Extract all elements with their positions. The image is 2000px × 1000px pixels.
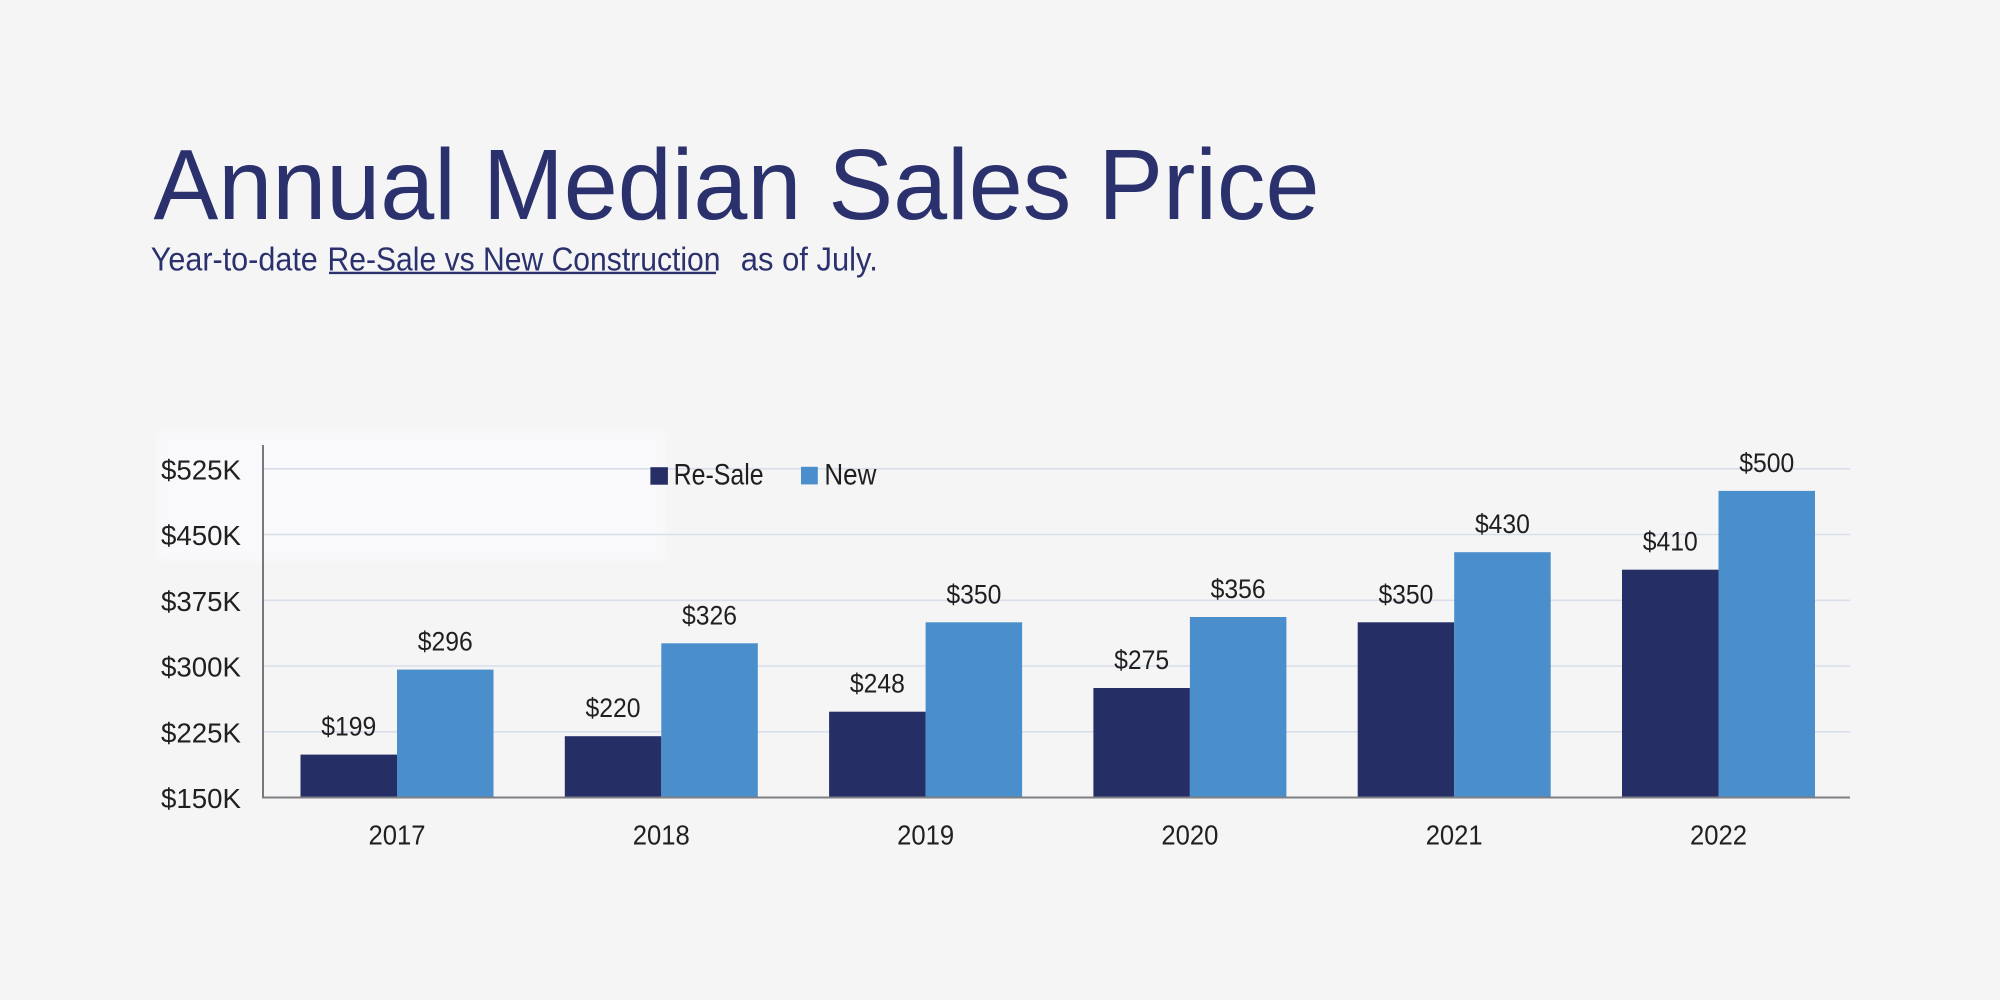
svg-text:2019: 2019 [897,819,954,850]
svg-text:2022: 2022 [1690,819,1747,850]
svg-text:$225K: $225K [161,718,241,749]
svg-text:2018: 2018 [633,819,690,850]
svg-text:Year-to-date: Year-to-date [151,240,318,277]
svg-text:$525K: $525K [161,455,241,486]
svg-text:Re-Sale vs New Construction: Re-Sale vs New Construction [328,240,721,277]
svg-text:$199: $199 [321,712,376,742]
svg-text:as of July.: as of July. [741,240,878,277]
svg-text:$300K: $300K [161,652,241,683]
svg-text:2021: 2021 [1426,819,1483,850]
svg-text:$356: $356 [1211,574,1266,604]
svg-text:$275: $275 [1114,645,1169,675]
svg-text:$350: $350 [1378,579,1433,609]
svg-text:$450K: $450K [161,520,241,551]
svg-text:$248: $248 [850,669,905,699]
svg-text:2017: 2017 [369,819,426,850]
svg-text:$326: $326 [682,600,737,630]
svg-text:$375K: $375K [161,586,241,617]
svg-text:$150K: $150K [161,783,241,814]
svg-text:Annual Median Sales Price: Annual Median Sales Price [154,129,1320,241]
svg-text:New: New [824,458,876,491]
svg-text:$410: $410 [1643,527,1698,557]
svg-text:Re-Sale: Re-Sale [674,459,764,492]
svg-text:2020: 2020 [1161,819,1218,850]
svg-text:$500: $500 [1739,448,1794,478]
svg-text:$296: $296 [418,627,473,657]
svg-text:$430: $430 [1475,509,1530,539]
svg-text:$220: $220 [586,693,641,723]
svg-text:$350: $350 [946,579,1001,609]
